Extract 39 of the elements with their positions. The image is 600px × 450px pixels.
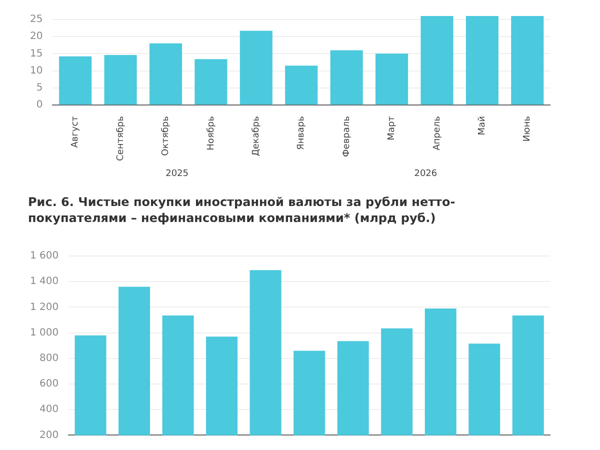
x-tick-label: Май [478,116,488,136]
chart-title: Рис. 6. Чистые покупки иностранной валюты за рубли нетто-покупателями – нефинансовыми компаниями* (млрд руб.) [28,194,456,226]
y-tick-label: 0 [36,100,43,111]
x-tick-label: Апрель [432,116,442,150]
bar [240,30,272,105]
bar [511,16,544,105]
y-tick-label: 1 200 [30,302,59,313]
x-tick-label: Декабрь [252,116,262,156]
x-tick-label: Январь [296,116,307,150]
y-tick-label: 1 000 [30,327,59,338]
bar [466,16,498,105]
bar [420,16,454,105]
x-tick-label: Март [387,116,398,140]
y-tick-label: 200 [40,430,59,441]
bar [285,66,318,105]
x-tick-label: Август [70,116,81,148]
x-tick-label: Сентябрь [116,116,126,162]
x-tick-label: Октябрь [161,116,172,156]
bar [59,56,92,105]
bar [330,50,363,105]
bar [149,43,182,105]
x-tick-label: Июнь [522,116,533,142]
y-tick-label: 600 [40,378,59,390]
y-tick-label: 20 [30,31,43,42]
bar [376,54,408,105]
x-tick-label: Ноябрь [206,116,216,150]
y-tick-label: 10 [30,65,43,76]
bar [194,59,228,105]
y-tick-label: 1 400 [30,276,59,288]
y-tick-label: 25 [30,14,43,26]
y-tick-label: 400 [40,404,59,416]
y-tick-label: 5 [36,82,43,94]
y-tick-label: 1 600 [30,250,59,262]
y-tick-label: 15 [30,48,43,60]
bar [104,55,137,105]
text: 2025 [166,168,188,179]
x-tick-label: Февраль [342,116,352,157]
y-tick-label: 800 [40,352,59,364]
text: 2026 [414,168,438,179]
